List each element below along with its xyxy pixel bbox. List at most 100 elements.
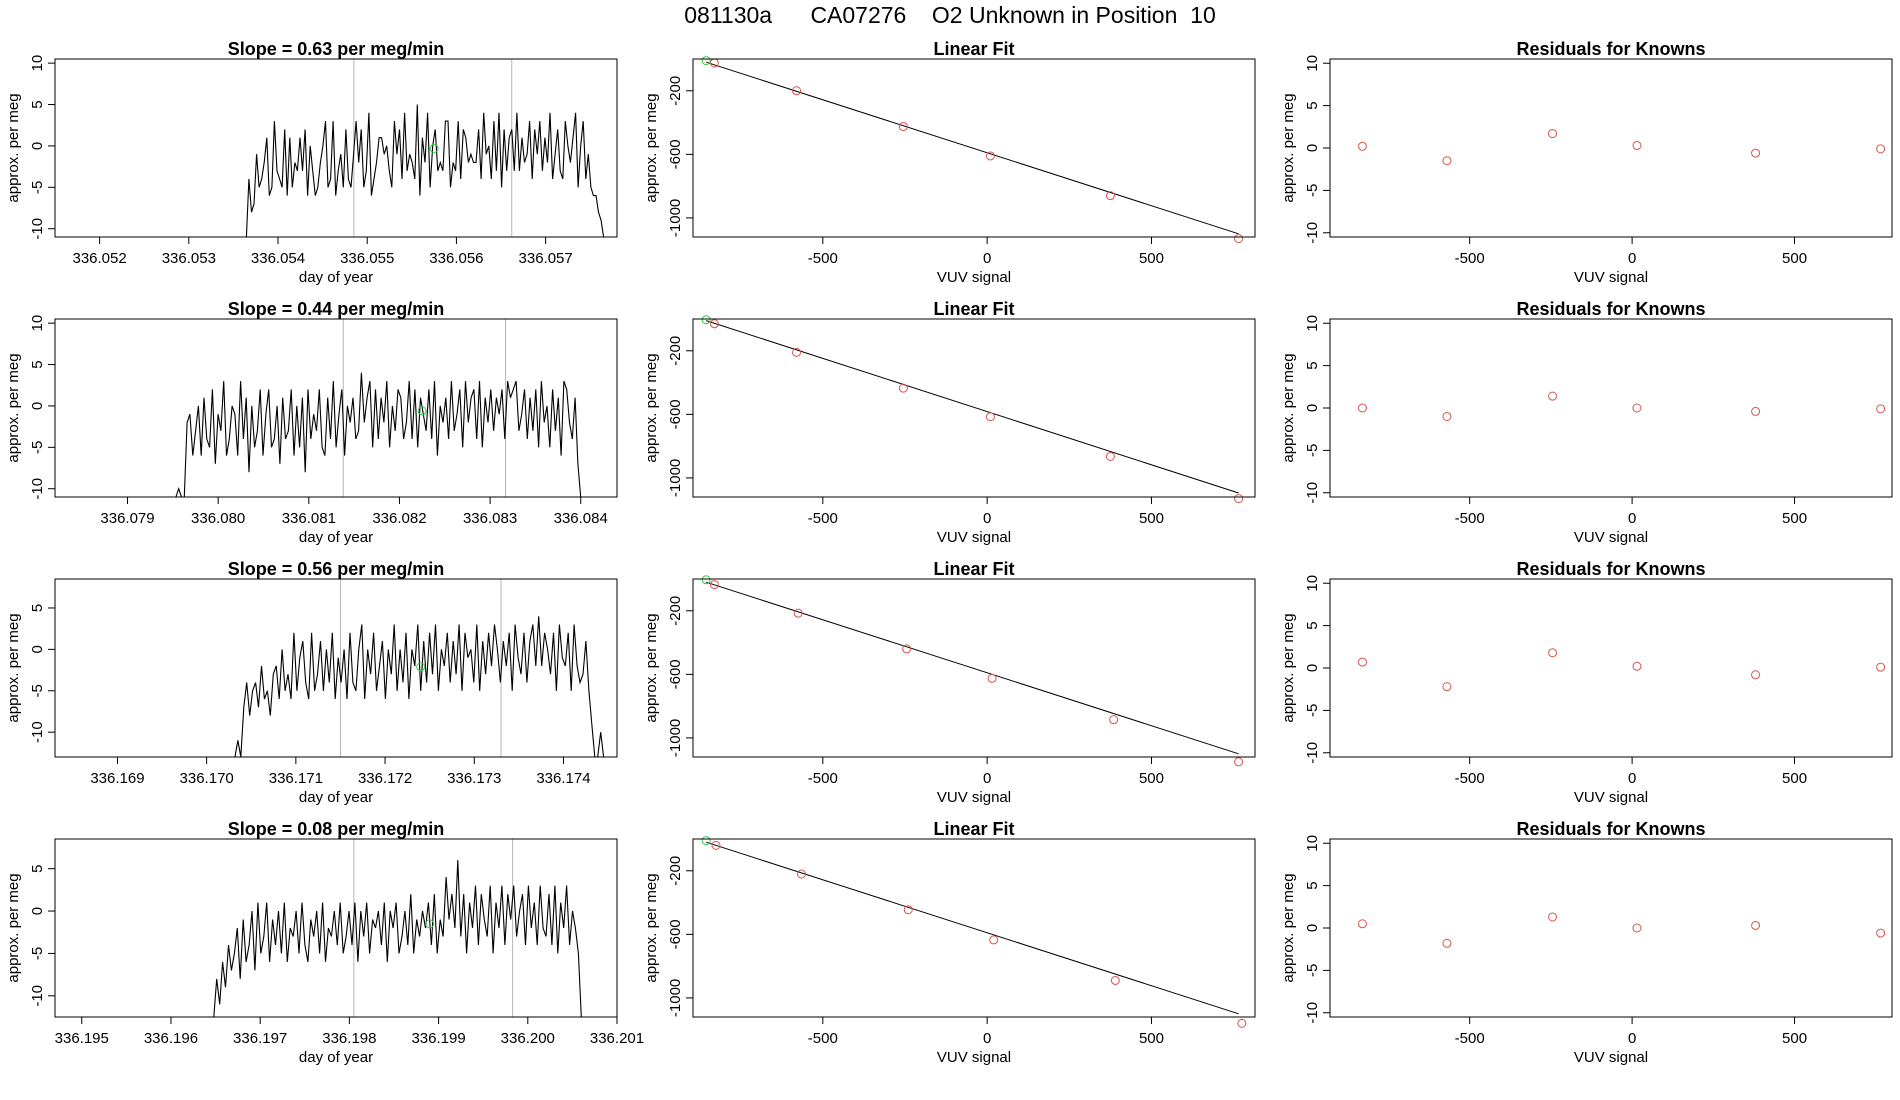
linear-fit-2-xtick-label: -500 <box>808 510 838 527</box>
timeseries-2-xtick-label: 336.079 <box>100 510 154 527</box>
residuals-1-ytick-label: 0 <box>1304 144 1321 152</box>
timeseries-2-ytick-label: -5 <box>29 441 46 454</box>
linear-fit-1-known-point <box>709 58 719 68</box>
timeseries-4-xtick-label: 336.196 <box>144 1030 198 1047</box>
residuals-4-point <box>1548 912 1558 922</box>
residuals-4-frame <box>1329 838 1893 1018</box>
residuals-1-xtick-label: 500 <box>1782 250 1807 267</box>
residuals-2-ytick-label: 5 <box>1304 361 1321 369</box>
timeseries-4-xtick-label: 336.198 <box>322 1030 376 1047</box>
timeseries-3-unknown-point <box>416 662 426 672</box>
residuals-4-ytick-label: 0 <box>1304 924 1321 932</box>
residuals-4-ytick-label: 10 <box>1304 835 1321 852</box>
linear-fit-1-xtick-label: 0 <box>983 250 991 267</box>
linear-fit-4-known-point <box>903 905 913 915</box>
timeseries-4-xtick-label: 336.201 <box>590 1030 644 1047</box>
linear-fit-4-ytick-label: -200 <box>667 856 684 886</box>
residuals-4-xtick-label: 0 <box>1628 1030 1636 1047</box>
linear-fit-1-ytick-label: -1000 <box>667 199 684 237</box>
residuals-2-xlabel: VUV signal <box>1574 529 1648 546</box>
residuals-1-point <box>1632 140 1642 150</box>
linear-fit-2-xlabel: VUV signal <box>937 529 1011 546</box>
linear-fit-4-ytick-label: -600 <box>667 919 684 949</box>
residuals-4-ylabel: approx. per meg <box>1280 873 1297 982</box>
residuals-2-point <box>1357 403 1367 413</box>
residuals-3-title: Residuals for Knowns <box>1516 559 1705 579</box>
timeseries-4-ytick-label: -10 <box>29 985 46 1007</box>
timeseries-4-frame <box>54 838 618 1018</box>
timeseries-2-xtick-label: 336.081 <box>282 510 336 527</box>
timeseries-3-series-line <box>55 616 605 757</box>
linear-fit-3-unknown-point <box>701 575 711 585</box>
residuals-3-point <box>1751 670 1761 680</box>
linear-fit-2-known-point <box>985 412 995 422</box>
timeseries-4-xtick-label: 336.197 <box>233 1030 287 1047</box>
linear-fit-3-ytick-label: -600 <box>667 659 684 689</box>
residuals-4-point <box>1632 923 1642 933</box>
linear-fit-3-ylabel: approx. per meg <box>643 613 660 722</box>
linear-fit-1-ytick-label: -600 <box>667 139 684 169</box>
residuals-3-ytick-label: 10 <box>1304 575 1321 592</box>
timeseries-3-ytick-label: 5 <box>29 604 46 612</box>
residuals-2-ytick-label: -10 <box>1304 482 1321 504</box>
residuals-3-ytick-label: -5 <box>1304 704 1321 717</box>
residuals-2-xtick-label: -500 <box>1455 510 1485 527</box>
residuals-4-point <box>1357 919 1367 929</box>
timeseries-1-ylabel: approx. per meg <box>5 93 22 202</box>
timeseries-4-ytick-label: -5 <box>29 947 46 960</box>
timeseries-1-xtick-label: 336.055 <box>340 250 394 267</box>
linear-fit-3-xtick-label: 500 <box>1139 770 1164 787</box>
residuals-4-xtick-label: 500 <box>1782 1030 1807 1047</box>
residuals-2-point <box>1548 391 1558 401</box>
linear-fit-1-fit-line <box>705 61 1239 235</box>
timeseries-4-xtick-label: 336.195 <box>55 1030 109 1047</box>
residuals-3-ytick-label: 0 <box>1304 664 1321 672</box>
linear-fit-2-title: Linear Fit <box>933 299 1014 319</box>
linear-fit-3-known-point <box>709 580 719 590</box>
linear-fit-2-ytick-label: -1000 <box>667 459 684 497</box>
linear-fit-4-xlabel: VUV signal <box>937 1049 1011 1066</box>
linear-fit-4-xtick-label: -500 <box>808 1030 838 1047</box>
residuals-3-xtick-label: 0 <box>1628 770 1636 787</box>
timeseries-2-ytick-label: 0 <box>29 402 46 410</box>
linear-fit-3-fit-line <box>705 581 1239 755</box>
timeseries-4-title: Slope = 0.08 per meg/min <box>228 819 445 839</box>
linear-fit-4-known-point <box>1237 1018 1247 1028</box>
linear-fit-3-xtick-label: 0 <box>983 770 991 787</box>
residuals-3-xtick-label: 500 <box>1782 770 1807 787</box>
timeseries-1-xtick-label: 336.054 <box>251 250 305 267</box>
linear-fit-1-frame <box>692 58 1256 238</box>
residuals-1-point <box>1876 144 1886 154</box>
residuals-1-xtick-label: 0 <box>1628 250 1636 267</box>
linear-fit-3-title: Linear Fit <box>933 559 1014 579</box>
linear-fit-1-xtick-label: -500 <box>808 250 838 267</box>
run-id: 081130a <box>684 2 773 28</box>
linear-fit-1-title: Linear Fit <box>933 39 1014 59</box>
residuals-1-frame <box>1329 58 1893 238</box>
linear-fit-3-frame <box>692 578 1256 758</box>
residuals-4-xlabel: VUV signal <box>1574 1049 1648 1066</box>
residuals-3-point <box>1548 648 1558 658</box>
linear-fit-4-ytick-label: -1000 <box>667 979 684 1017</box>
timeseries-3-xtick-label: 336.171 <box>269 770 323 787</box>
timeseries-1-ytick-label: 10 <box>29 55 46 72</box>
linear-fit-3-known-point <box>902 644 912 654</box>
linear-fit-1-known-point <box>898 122 908 132</box>
residuals-2-point <box>1442 411 1452 421</box>
linear-fit-4-known-point <box>989 935 999 945</box>
residuals-2-frame <box>1329 318 1893 498</box>
timeseries-2-xtick-label: 336.082 <box>372 510 426 527</box>
linear-fit-2-known-point <box>1105 451 1115 461</box>
residuals-3-point <box>1632 661 1642 671</box>
linear-fit-2-unknown-point <box>701 315 711 325</box>
timeseries-2-xlabel: day of year <box>299 529 373 546</box>
timeseries-1-unknown-point <box>429 143 439 153</box>
residuals-1-ytick-label: 5 <box>1304 101 1321 109</box>
timeseries-1-xtick-label: 336.053 <box>162 250 216 267</box>
residuals-4-point <box>1442 938 1452 948</box>
timeseries-3-xtick-label: 336.173 <box>447 770 501 787</box>
residuals-1-point <box>1442 156 1452 166</box>
timeseries-1-ytick-label: 0 <box>29 142 46 150</box>
linear-fit-2-known-point <box>898 383 908 393</box>
residuals-1-point <box>1751 148 1761 158</box>
